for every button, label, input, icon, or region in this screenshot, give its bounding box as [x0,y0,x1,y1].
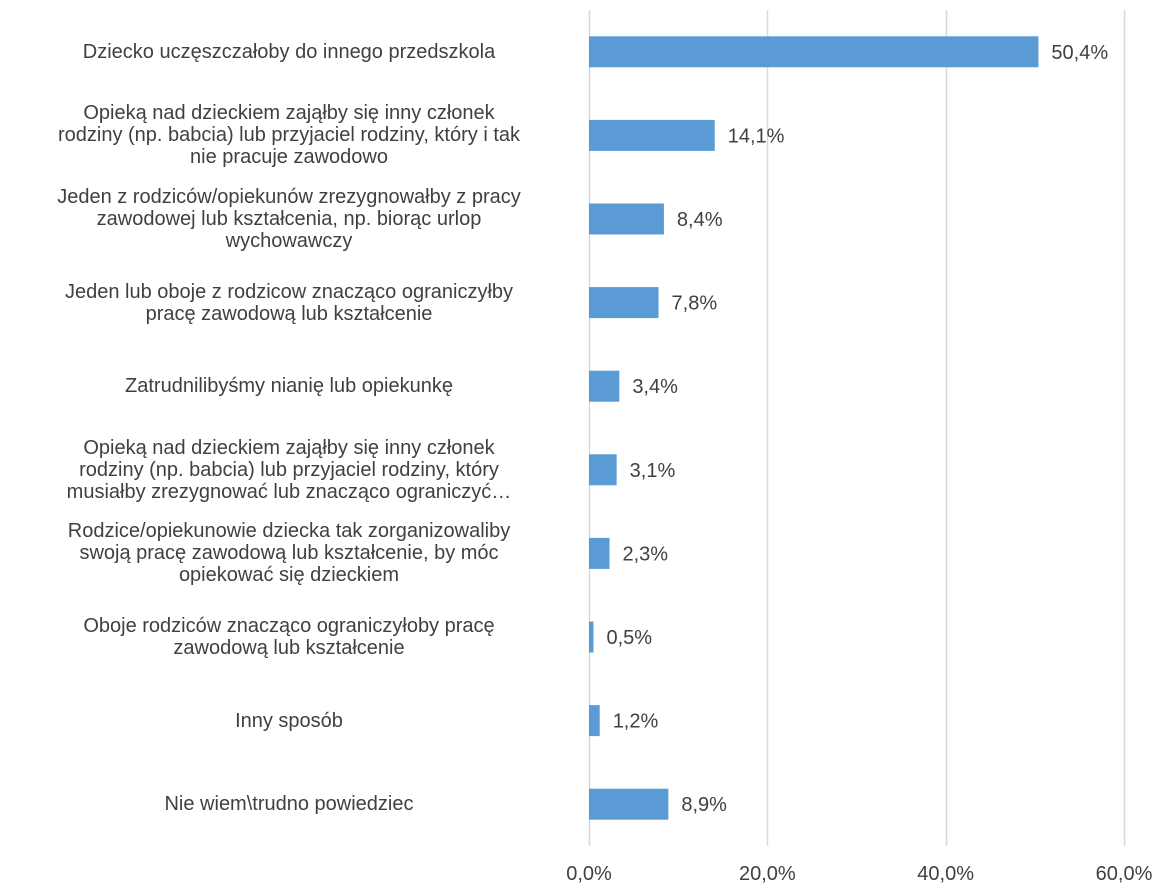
data-label: 2,3% [623,543,669,565]
category-label-line: swoją pracę zawodową lub kształcenie, by… [79,542,499,565]
category-label: Zatrudnilibyśmy nianię lub opiekunkę [0,375,578,397]
x-tick-label: 60,0% [1096,863,1153,885]
category-label: Rodzice/opiekunowie dziecka tak zorganiz… [0,520,578,586]
bar [589,621,594,653]
data-label: 14,1% [728,125,785,147]
bar [589,370,620,402]
category-label-line: zawodowej lub kształcenia, np. biorąc ur… [96,208,482,230]
category-label: Jeden lub oboje z rodzicow znacząco ogra… [0,281,578,325]
category-label: Inny sposób [0,710,578,732]
category-label-line: Oboje rodziców znacząco ograniczyłoby pr… [83,615,495,637]
bar [589,36,1039,68]
category-label: Nie wiem\trudno powiedziec [0,793,578,815]
category-label-line: rodziny (np. babcia) lub przyjaciel rodz… [57,124,521,147]
category-label: Dziecko uczęszczałoby do innego przedszk… [0,41,578,63]
data-label: 0,5% [606,627,652,649]
category-label-line: rodziny (np. babcia) lub przyjaciel rodz… [79,458,499,481]
category-label-line: musiałby zrezygnować lub znacząco ograni… [66,480,512,503]
bar [589,705,600,737]
data-label: 3,4% [632,376,678,398]
category-label-line: Jeden z rodziców/opiekunów zrezygnowałby… [57,186,521,208]
data-label: 3,1% [630,460,676,482]
category-label-line: opiekować się dzieckiem [178,564,400,587]
category-label-line: Nie wiem\trudno powiedziec [164,793,414,816]
category-label: Jeden z rodziców/opiekunów zrezygnowałby… [0,186,578,252]
category-label: Opieką nad dzieckiem zająłby się inny cz… [0,437,578,503]
bar [589,537,610,569]
category-label-line: Opieką nad dzieckiem zająłby się inny cz… [83,102,495,125]
data-label: 8,9% [681,794,727,816]
category-label-line: Zatrudnilibyśmy nianię lub opiekunkę [125,375,453,398]
category-label-line: Rodzice/opiekunowie dziecka tak zorganiz… [67,520,511,543]
bars [589,36,1039,820]
category-label: Opieką nad dzieckiem zająłby się inny cz… [0,102,578,168]
x-tick-label: 20,0% [739,863,796,885]
category-label-line: zawodową lub kształcenie [173,637,405,659]
data-label: 7,8% [672,293,718,315]
x-tick-label: 40,0% [917,863,974,885]
data-label: 8,4% [677,209,723,231]
category-label-line: wychowawczy [225,230,353,252]
category-label-line: Dziecko uczęszczałoby do innego przedszk… [82,40,496,63]
x-tick-label: 0,0% [566,863,612,885]
category-label-line: Opieką nad dzieckiem zająłby się inny cz… [83,436,495,459]
category-label-line: pracę zawodową lub kształcenie [145,302,433,325]
x-axis-tick-labels: 0,0% 20,0% 40,0% 60,0% [566,863,1152,885]
data-label: 1,2% [613,711,659,733]
category-label-line: nie pracuje zawodowo [190,146,388,169]
bar [589,119,715,151]
bar [589,454,617,486]
category-label: Oboje rodziców znacząco ograniczyłoby pr… [0,615,578,659]
bar [589,788,669,820]
bar [589,287,659,319]
data-labels: 50,4% 14,1% 8,4% 7,8% 3,4% 3,1% 2,3% 0,5% 1,2% 8,… [606,42,1108,816]
category-label-line: Jeden lub oboje z rodzicow znacząco ogra… [64,280,514,303]
category-label-line: Inny sposób [235,709,343,732]
bar [589,203,664,235]
data-label: 50,4% [1051,42,1108,64]
